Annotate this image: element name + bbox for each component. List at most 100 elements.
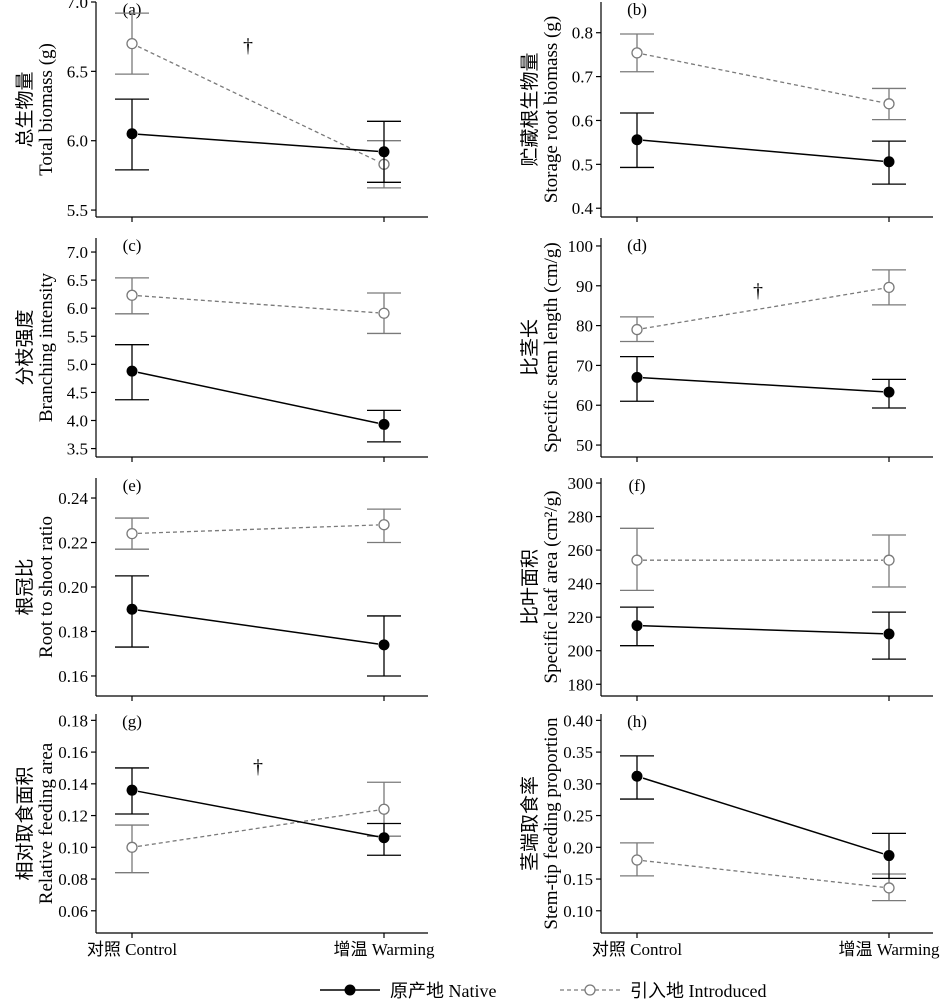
native-series-line [137,790,379,838]
native-point [126,365,138,377]
y-tick-label: 5.5 [67,327,88,346]
introduced-series-line [642,53,884,104]
panel-c: 3.5 4.0 4.5 5.0 5.5 6.0 6.5 7.0 分枝强度 Branching in… [14,236,428,462]
y-tick-label: 260 [568,541,594,560]
y-tick-label: 7.0 [67,243,88,262]
y-tick-label: 240 [568,575,594,594]
introduced-point [631,854,643,866]
y-tick-label: 70 [576,356,593,375]
y-tick-label: 0.10 [58,838,88,857]
y-axis-label-cn: 分枝强度 [14,309,36,385]
y-axis-label-en: Specific stem length (cm/g) [541,242,562,453]
introduced-point [126,37,138,50]
y-tick-label: 5.0 [67,355,88,374]
native-series-line [642,139,884,162]
y-tick-label: 60 [576,396,593,415]
introduced-point [631,323,643,336]
y-tick-label: 0.16 [58,667,88,686]
y-tick-label: 0.30 [563,775,593,794]
y-tick-label: 90 [576,277,593,296]
panel-a: 5.5 6.0 6.5 7.0 总生物量 Total biomass (g) (a) † [14,0,428,222]
y-tick-label: 0.5 [572,155,593,174]
native-point [631,134,643,146]
native-series-line [642,777,884,855]
panel-h: 0.10 0.15 0.20 0.25 0.30 0.35 0.40 对照 Control 增温… [519,711,940,959]
y-tick-label: 6.0 [67,299,88,318]
y-tick-label: 0.35 [563,743,593,762]
x-tick-label: 对照 Control [592,940,682,959]
y-axis-label-en: Total biomass (g) [36,43,57,176]
introduced-point [126,841,138,853]
native-point [126,784,138,796]
introduced-point [378,519,390,531]
native-point [883,850,895,862]
y-axis-label-en: Specific leaf area (cm²/g) [541,491,562,684]
panel-tag: (b) [627,0,647,19]
introduced-point [883,98,895,110]
panel-e: 0.16 0.18 0.20 0.22 0.24 根冠比 Root to shoot rat… [14,476,428,701]
y-tick-label: 0.25 [563,807,593,826]
y-axis-label-cn: 比茎长 [519,319,541,376]
native-point [378,418,390,430]
panel-tag: (f) [629,476,646,495]
y-tick-label: 220 [568,608,594,627]
introduced-series-line [137,295,379,314]
y-axis-label-en: Stem-tip feeding proportion [541,717,562,930]
y-axis-label-en: Relative feeding area [36,742,57,904]
y-tick-label: 0.7 [572,68,594,87]
panel-tag: (g) [122,712,142,731]
native-point [378,146,390,158]
y-tick-label: 5.5 [67,201,88,220]
y-axis-label-en: Branching intensity [36,272,57,422]
introduced-point [126,289,138,301]
y-tick-label: 0.06 [58,902,88,921]
significance-mark: † [253,756,263,778]
native-series-line [137,133,379,153]
panel-tag: (a) [123,0,142,19]
introduced-series-line [137,524,379,535]
panel-b: 0.4 0.5 0.6 0.7 0.8 贮藏根生物量 Storage root biomas… [519,0,933,222]
introduced-point [378,307,390,319]
y-tick-label: 80 [576,317,593,336]
panel-tag: (h) [627,712,647,731]
y-axis-label-en: Root to shoot ratio [36,516,57,658]
introduced-point [883,281,895,294]
native-series-line [137,609,379,645]
y-tick-label: 0.14 [58,775,88,794]
x-tick-label: 增温 Warming [333,940,435,959]
native-point [378,639,390,651]
legend-introduced-marker [584,984,596,996]
native-point [631,620,643,632]
introduced-series-line [642,287,884,330]
y-tick-label: 0.4 [572,199,594,218]
y-axis-label-cn: 总生物量 [14,71,36,147]
y-tick-label: 200 [568,642,594,661]
y-axis-label-cn: 相对取食面积 [14,766,36,880]
y-tick-label: 50 [576,436,593,455]
legend-native-label: 原产地 Native [390,981,496,1000]
y-axis-label-cn: 贮藏根生物量 [519,52,541,166]
y-tick-label: 3.5 [67,440,88,459]
y-tick-label: 0.40 [563,711,593,730]
y-tick-label: 0.20 [563,838,593,857]
y-tick-label: 100 [568,237,594,256]
y-axis-label-cn: 根冠比 [14,558,36,615]
y-tick-label: 7.0 [67,0,88,12]
y-tick-label: 0.8 [572,24,593,43]
y-tick-label: 0.12 [58,807,88,826]
y-tick-label: 4.5 [67,383,88,402]
y-axis-label-cn: 茎端取食率 [519,776,541,871]
panel-tag: (e) [123,476,142,495]
y-tick-label: 0.16 [58,743,88,762]
significance-mark: † [753,280,763,302]
y-tick-label: 0.15 [563,870,593,889]
panel-tag: (d) [627,236,647,255]
y-tick-label: 280 [568,508,594,527]
native-point [631,770,643,782]
introduced-point [631,47,643,59]
introduced-point [883,554,895,566]
introduced-series-line [137,809,379,848]
y-tick-label: 0.22 [58,534,88,553]
x-tick-label: 增温 Warming [838,940,940,959]
